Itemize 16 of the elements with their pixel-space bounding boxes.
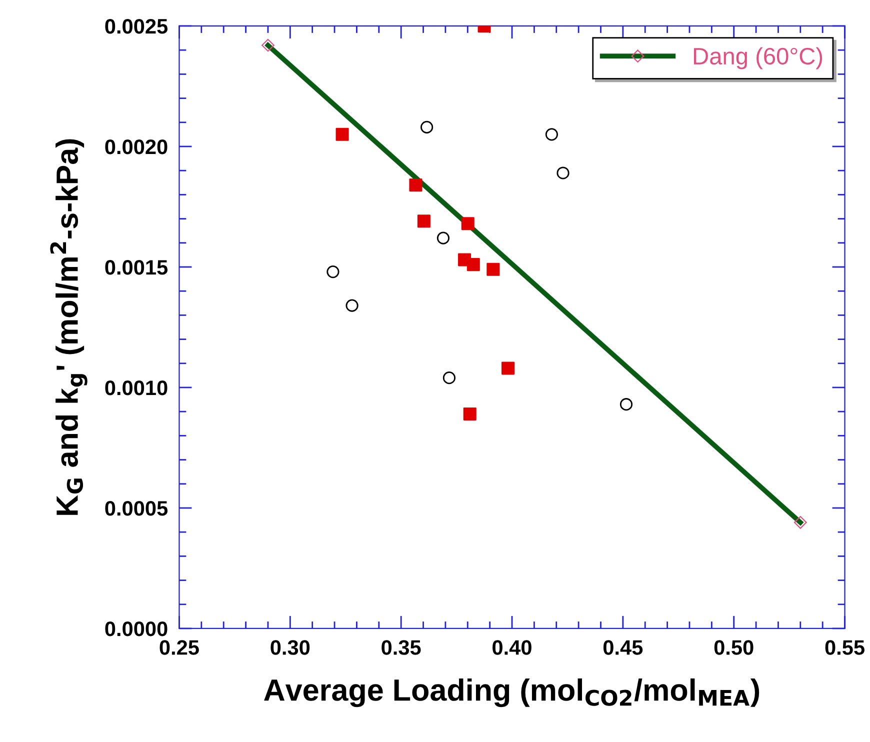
legend-label: Dang (60°C) — [694, 47, 822, 70]
y-tick-label: 0.0025 — [105, 18, 168, 34]
x-axis-title: Average Loading (mol$_{CO2}$/mol$_{MEA}$) — [264, 678, 760, 708]
x-tick-label: 0.45 — [603, 640, 643, 655]
y-tick-label: 0.0000 — [105, 621, 168, 636]
y-tick-label: 0.0020 — [105, 139, 168, 154]
x-tick-label: 0.40 — [492, 640, 532, 655]
x-tick-label: 0.35 — [382, 640, 421, 655]
x-tick-label: 0.55 — [825, 640, 864, 655]
x-tick-label: 0.25 — [160, 640, 199, 655]
y-tick-label: 0.0010 — [105, 380, 168, 396]
x-tick-label: 0.50 — [714, 640, 754, 655]
x-tick-label: 0.30 — [270, 640, 310, 655]
y-tick-label: 0.0005 — [105, 500, 168, 516]
y-axis-title: K$_{G}$ and k$_{g}$' (mol/m$^{2}$-s-kPa) — [50, 139, 88, 515]
y-tick-label: 0.0015 — [105, 260, 168, 275]
